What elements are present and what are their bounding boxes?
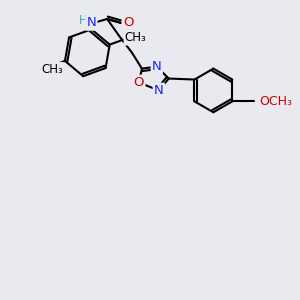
Text: N: N [152,60,162,73]
Text: N: N [86,16,96,29]
Text: O: O [123,16,133,29]
Text: CH₃: CH₃ [125,32,146,44]
Text: OCH₃: OCH₃ [259,95,292,108]
Text: H: H [79,14,88,28]
Text: CH₃: CH₃ [41,63,63,76]
Text: O: O [134,76,144,89]
Text: N: N [154,84,164,97]
